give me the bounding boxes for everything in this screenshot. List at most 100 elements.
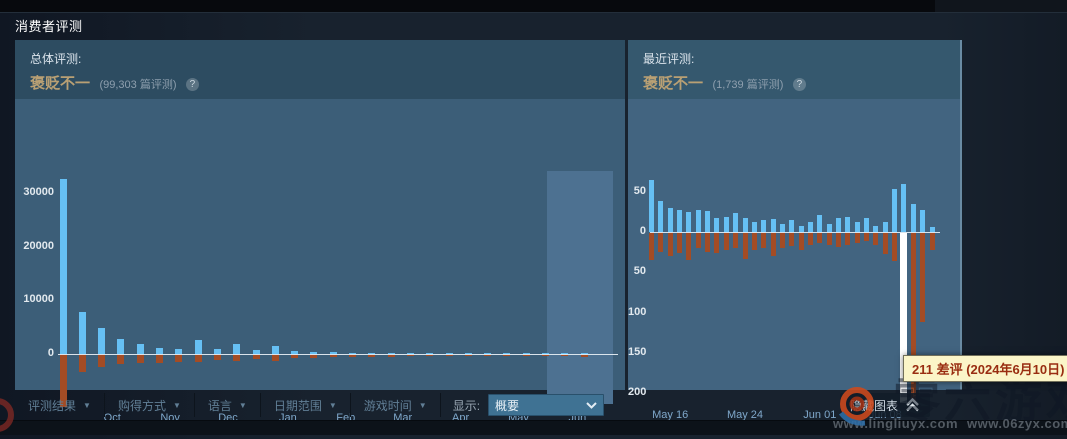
bar-negative[interactable] [686,233,692,261]
bar-negative[interactable] [733,233,739,249]
bar-positive[interactable] [117,338,125,354]
bar-negative[interactable] [649,233,654,261]
bar-negative[interactable] [175,355,183,362]
bar-positive[interactable] [677,210,683,232]
bar-negative[interactable] [426,355,434,357]
bar-negative[interactable] [742,233,748,259]
bar-negative[interactable] [464,355,472,357]
bar-positive[interactable] [522,353,530,354]
bar-positive[interactable] [686,211,692,232]
bar-positive[interactable] [271,346,279,354]
bar-negative[interactable] [667,233,673,257]
bar-negative[interactable] [836,233,841,247]
filter-purchase-type[interactable]: 购得方式 ▼ [105,392,194,418]
bar-positive[interactable] [542,353,549,354]
bar-positive[interactable] [98,327,106,354]
bar-negative[interactable] [445,355,453,357]
bar-negative[interactable] [522,355,530,356]
bar-positive[interactable] [136,344,144,354]
filter-language[interactable]: 语言 ▼ [195,392,260,418]
filter-date-range[interactable]: 日期范围 ▼ [261,392,350,418]
bar-positive[interactable] [649,179,654,232]
bar-positive[interactable] [484,353,492,354]
bar-positive[interactable] [310,351,318,354]
bar-negative[interactable] [705,233,711,252]
bar-negative[interactable] [845,233,851,246]
bar-positive[interactable] [798,225,804,232]
bar-positive[interactable] [175,349,183,354]
bar-positive[interactable] [426,353,434,354]
display-mode-select[interactable]: 概要 [488,394,605,416]
bar-negative[interactable] [310,355,318,358]
bar-negative[interactable] [910,233,916,403]
bar-negative[interactable] [98,355,106,368]
bar-negative[interactable] [770,233,776,257]
bar-negative[interactable] [117,355,125,365]
bar-positive[interactable] [695,210,701,232]
bar-negative[interactable] [561,355,569,357]
overall-reviews-chart[interactable]: 30000 20000 10000 0 Oct Nov Dec Jan Feb Mar Apr May… [15,99,625,424]
bar-positive[interactable] [779,223,785,232]
bar-positive[interactable] [873,225,879,232]
bar-negative[interactable] [368,355,376,357]
bar-negative[interactable] [817,233,823,244]
bar-negative[interactable] [779,233,785,249]
bar-positive[interactable] [291,351,299,354]
bar-negative[interactable] [826,233,832,246]
bar-positive[interactable] [733,213,739,232]
bar-positive[interactable] [817,215,823,232]
bar-positive[interactable] [714,218,720,232]
bar-positive[interactable] [213,349,221,354]
bar-positive[interactable] [658,200,664,232]
bar-negative[interactable] [213,355,221,361]
bar-positive[interactable] [892,189,898,232]
bar-negative[interactable] [892,233,898,262]
help-icon[interactable]: ? [185,78,199,91]
bar-negative[interactable] [136,355,144,364]
bar-positive[interactable] [561,353,569,354]
bar-positive[interactable] [464,353,472,354]
bar-positive[interactable] [929,227,935,232]
bar-positive[interactable] [845,216,851,232]
bar-positive[interactable] [807,222,813,232]
bar-negative[interactable] [789,233,795,246]
bar-negative[interactable] [78,355,86,372]
bar-positive[interactable] [445,353,453,354]
bar-negative[interactable] [798,233,804,250]
bar-positive[interactable] [882,222,888,232]
bar-positive[interactable] [194,340,202,354]
overall-verdict[interactable]: 褒贬不一 [30,75,91,92]
bar-negative[interactable] [677,233,683,254]
bar-positive[interactable] [770,219,776,232]
bar-positive[interactable] [368,352,376,354]
bar-negative[interactable] [920,233,926,323]
bar-negative[interactable] [406,355,414,357]
bar-negative[interactable] [873,233,879,246]
bar-positive[interactable] [742,218,748,232]
bar-positive[interactable] [836,218,841,232]
highlighted-bar-negative[interactable] [900,233,908,403]
hide-graph-button[interactable]: 隐藏图表 [840,393,931,417]
bar-positive[interactable] [910,203,916,232]
bar-negative[interactable] [580,355,588,358]
bar-negative[interactable] [864,233,870,242]
bar-negative[interactable] [807,233,813,246]
bar-negative[interactable] [194,355,202,362]
bar-positive[interactable] [854,221,860,232]
bar-negative[interactable] [854,233,860,244]
bar-positive[interactable] [406,353,414,354]
bar-positive[interactable] [580,353,588,354]
bar-positive[interactable] [387,352,395,354]
bar-negative[interactable] [271,355,279,361]
bar-positive[interactable] [252,349,260,354]
bar-positive[interactable] [667,207,673,232]
bar-negative[interactable] [714,233,720,254]
bar-positive[interactable] [329,352,337,354]
bar-negative[interactable] [503,355,511,356]
bar-negative[interactable] [291,355,299,359]
bar-positive[interactable] [826,223,832,232]
bar-positive[interactable] [723,216,729,232]
bar-negative[interactable] [233,355,241,361]
bar-negative[interactable] [252,355,260,360]
bar-positive[interactable] [156,348,163,354]
